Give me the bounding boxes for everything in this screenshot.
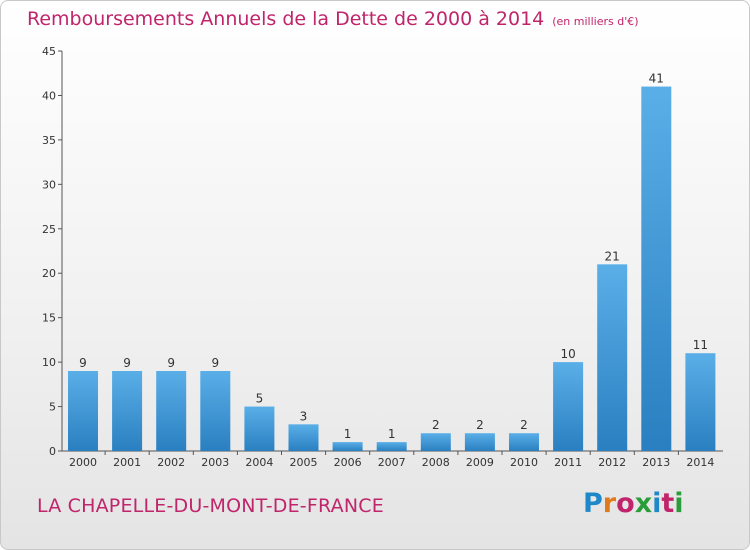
bar-value-label: 2 bbox=[432, 418, 440, 432]
bar-value-label: 2 bbox=[520, 418, 528, 432]
bar-value-label: 9 bbox=[167, 356, 175, 370]
bar bbox=[68, 371, 98, 451]
y-tick-label: 40 bbox=[42, 89, 56, 102]
bar-value-label: 11 bbox=[693, 338, 708, 352]
proxiti-logo: Proxiti bbox=[583, 488, 684, 519]
bar bbox=[244, 406, 275, 451]
bar-value-label: 9 bbox=[79, 356, 87, 370]
x-tick-label: 2005 bbox=[290, 456, 318, 469]
logo-letter: r bbox=[602, 488, 617, 519]
x-tick-label: 2004 bbox=[245, 456, 273, 469]
y-tick-label: 0 bbox=[49, 445, 56, 458]
y-tick-label: 45 bbox=[42, 45, 56, 58]
bar-value-label: 9 bbox=[123, 356, 131, 370]
bar-value-label: 1 bbox=[344, 427, 352, 441]
x-tick-label: 2002 bbox=[157, 456, 185, 469]
bar-value-label: 21 bbox=[605, 249, 620, 263]
y-tick-label: 35 bbox=[42, 134, 56, 147]
bar bbox=[464, 433, 495, 451]
logo-letter: P bbox=[583, 488, 603, 519]
logo-letter: i bbox=[652, 488, 662, 519]
bar bbox=[420, 433, 451, 451]
x-tick-label: 2008 bbox=[422, 456, 450, 469]
logo-letter: i bbox=[674, 488, 684, 519]
x-tick-label: 2007 bbox=[378, 456, 406, 469]
x-tick-label: 2003 bbox=[201, 456, 229, 469]
x-tick-label: 2011 bbox=[554, 456, 582, 469]
x-tick-label: 2012 bbox=[598, 456, 626, 469]
logo-letter: o bbox=[616, 488, 635, 519]
logo-letter: x bbox=[634, 488, 653, 519]
x-tick-label: 2001 bbox=[113, 456, 141, 469]
bar bbox=[509, 433, 539, 451]
chart-title: Remboursements Annuels de la Dette de 20… bbox=[27, 8, 639, 30]
x-tick-label: 2010 bbox=[510, 456, 538, 469]
bar-value-label: 9 bbox=[211, 356, 219, 370]
x-tick-label: 2013 bbox=[642, 456, 670, 469]
x-tick-label: 2009 bbox=[466, 456, 494, 469]
bar bbox=[112, 371, 143, 451]
x-tick-label: 2000 bbox=[69, 456, 97, 469]
y-tick-label: 25 bbox=[42, 223, 56, 236]
logo-letter: t bbox=[661, 488, 675, 519]
bar bbox=[597, 264, 628, 451]
bar bbox=[376, 442, 407, 451]
y-tick-label: 30 bbox=[42, 178, 56, 191]
title-unit: (en milliers d'€) bbox=[552, 15, 639, 28]
y-tick-label: 10 bbox=[42, 356, 56, 369]
y-tick-label: 20 bbox=[42, 267, 56, 280]
x-tick-label: 2014 bbox=[686, 456, 714, 469]
bar bbox=[641, 86, 672, 452]
bar bbox=[553, 362, 584, 451]
bar-value-label: 5 bbox=[256, 392, 264, 406]
y-tick-label: 15 bbox=[42, 312, 56, 325]
bar-value-label: 2 bbox=[476, 418, 484, 432]
bar-value-label: 41 bbox=[649, 72, 664, 86]
bar-value-label: 1 bbox=[388, 427, 396, 441]
bar bbox=[156, 371, 187, 451]
y-tick-label: 5 bbox=[49, 401, 56, 414]
bar-value-label: 3 bbox=[300, 409, 308, 423]
bar bbox=[200, 371, 231, 451]
x-tick-label: 2006 bbox=[334, 456, 362, 469]
commune-name: LA CHAPELLE-DU-MONT-DE-FRANCE bbox=[37, 495, 384, 517]
bar-value-label: 10 bbox=[560, 347, 575, 361]
bar bbox=[332, 442, 363, 451]
title-text: Remboursements Annuels de la Dette de 20… bbox=[27, 8, 545, 30]
bar bbox=[685, 353, 716, 451]
bar bbox=[288, 424, 319, 451]
